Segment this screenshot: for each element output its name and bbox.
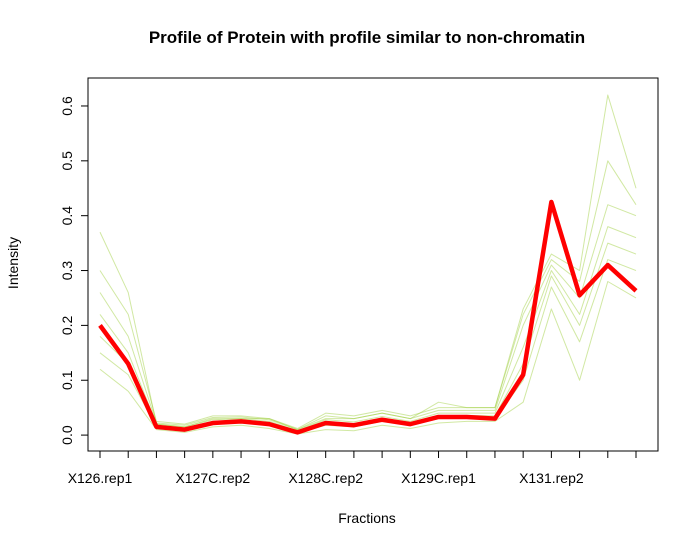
y-tick-label: 0.2 (59, 315, 75, 335)
y-tick-label: 0.5 (59, 151, 75, 171)
highlight-line (98, 199, 638, 435)
y-tick-label: 0.4 (59, 206, 75, 226)
y-axis-label: Intensity (5, 237, 21, 289)
chart-title: Profile of Protein with profile similar … (149, 28, 585, 47)
profile-line (99, 160, 637, 430)
y-tick-label: 0.1 (59, 370, 75, 390)
y-tick-label: 0.3 (59, 261, 75, 281)
x-axis-label: Fractions (338, 510, 396, 526)
x-tick-label: X127C.rep2 (175, 470, 250, 486)
x-tick-label: X129C.rep1 (401, 470, 476, 486)
profile-line (99, 204, 637, 431)
profile-line (99, 281, 637, 435)
y-tick-label: 0.0 (59, 425, 75, 445)
x-tick-label: X131.rep2 (519, 470, 584, 486)
profile-line (99, 259, 637, 434)
x-tick-label: X126.rep1 (68, 470, 133, 486)
y-tick-label: 0.6 (59, 96, 75, 116)
profile-line (99, 94, 637, 431)
x-tick-label: X128C.rep2 (288, 470, 363, 486)
profile-line (99, 242, 637, 433)
profile-line (99, 226, 637, 432)
